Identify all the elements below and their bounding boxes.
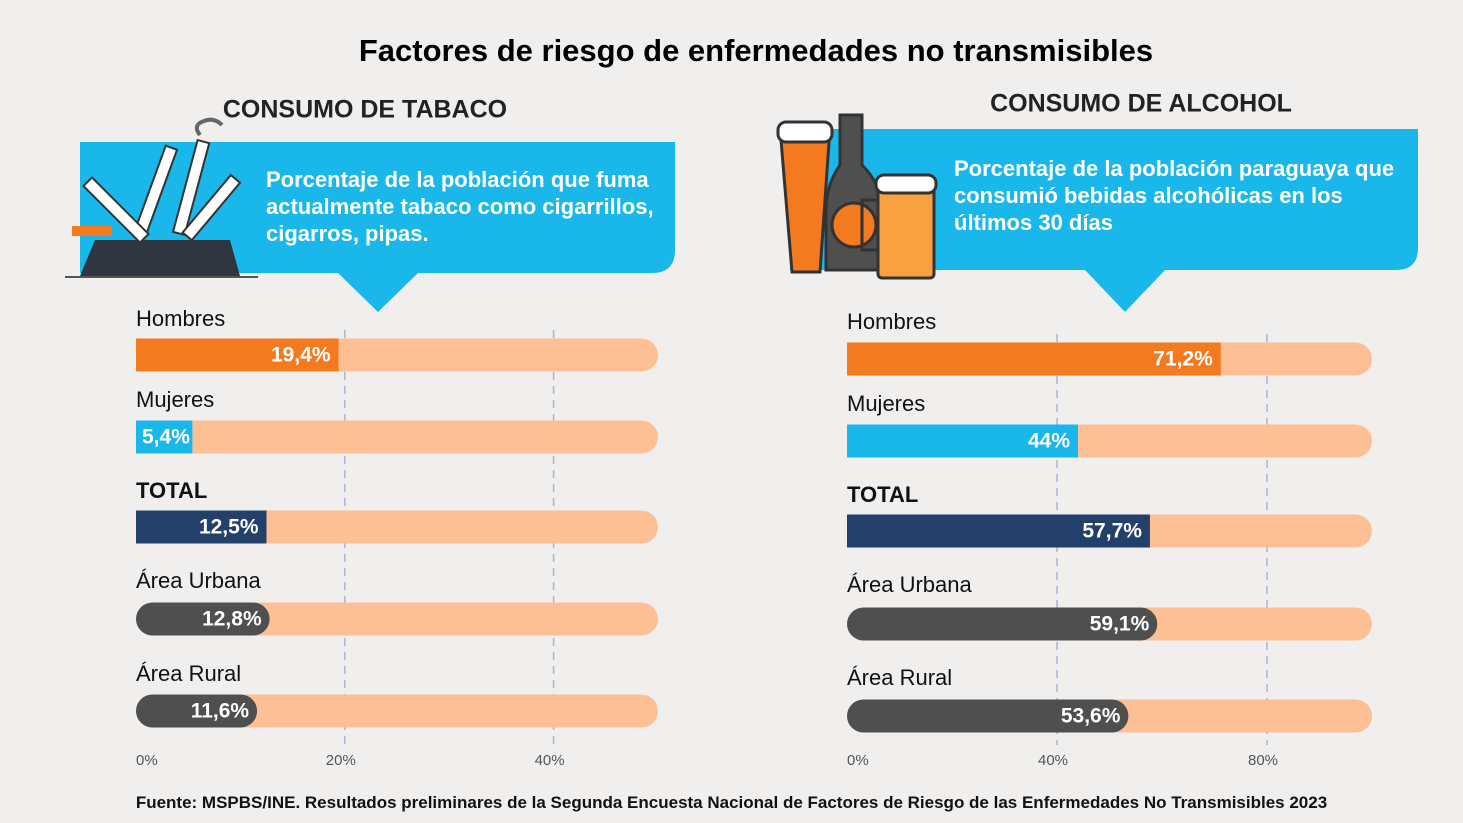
- x-tick-label: 40%: [1038, 752, 1068, 769]
- category-label: Hombres: [136, 306, 225, 331]
- value-label: 44%: [1028, 430, 1070, 453]
- x-tick-label: 20%: [326, 752, 356, 769]
- x-tick-label: 0%: [136, 752, 158, 769]
- category-label: Hombres: [847, 309, 936, 334]
- callout-text: Porcentaje de la población que fuma actu…: [266, 167, 654, 246]
- category-label: Área Rural: [847, 665, 952, 690]
- bar-track: [136, 420, 658, 454]
- bar: [847, 699, 1129, 733]
- value-label: 12,5%: [199, 516, 259, 539]
- bar: [847, 342, 1221, 376]
- bar: [136, 338, 339, 372]
- category-label: Mujeres: [847, 391, 925, 416]
- category-label: Mujeres: [136, 387, 214, 412]
- value-label: 57,7%: [1082, 520, 1142, 543]
- callout-box: [790, 129, 1418, 312]
- page-title: Factores de riesgo de enfermedades no tr…: [359, 33, 1153, 68]
- x-tick-label: 40%: [535, 752, 565, 769]
- x-tick-label: 0%: [847, 752, 869, 769]
- bar: [136, 420, 193, 454]
- value-label: 5,4%: [142, 426, 190, 449]
- bar: [847, 607, 1158, 641]
- bar: [136, 694, 258, 728]
- value-label: 19,4%: [271, 344, 331, 367]
- value-label: 59,1%: [1090, 613, 1150, 636]
- category-label: TOTAL: [847, 482, 918, 507]
- value-label: 71,2%: [1153, 348, 1213, 371]
- category-label: Área Rural: [136, 661, 241, 686]
- callout-text: Porcentaje de la población paraguaya que…: [954, 156, 1395, 235]
- bar: [136, 602, 270, 636]
- bar: [847, 514, 1150, 548]
- ashtray-icon: [65, 117, 258, 278]
- value-label: 11,6%: [191, 700, 250, 723]
- value-label: 12,8%: [202, 608, 262, 631]
- category-label: TOTAL: [136, 478, 207, 503]
- x-tick-label: 80%: [1248, 752, 1278, 769]
- category-label: Área Urbana: [136, 568, 262, 593]
- source-note: Fuente: MSPBS/INE. Resultados preliminar…: [135, 793, 1328, 812]
- value-label: 53,6%: [1061, 705, 1121, 728]
- bar-track: [136, 694, 658, 728]
- beer-icon: [776, 113, 938, 280]
- chart-title: CONSUMO DE TABACO: [223, 96, 507, 124]
- chart-title: CONSUMO DE ALCOHOL: [990, 90, 1292, 118]
- bar: [847, 424, 1078, 458]
- bar: [136, 510, 267, 544]
- category-label: Área Urbana: [847, 572, 973, 597]
